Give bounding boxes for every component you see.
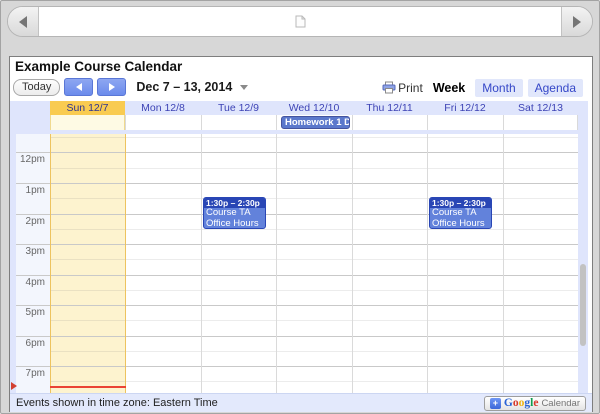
event-title-line1: Course TA xyxy=(206,207,251,218)
calendar-title: Example Course Calendar xyxy=(15,59,183,74)
toolbar-left: Today Dec 7 – 13, 2014 xyxy=(13,78,249,96)
half-hour-line xyxy=(50,351,578,352)
current-time-marker-icon xyxy=(11,382,17,390)
time-label: 1pm xyxy=(25,185,45,196)
hour-line xyxy=(16,305,578,306)
logo-letter: G xyxy=(503,397,513,409)
column-border xyxy=(50,134,51,393)
allday-cell xyxy=(352,115,427,130)
date-range-label[interactable]: Dec 7 – 13, 2014 xyxy=(136,80,233,94)
plus-icon: + xyxy=(489,398,501,409)
grid-scrollbar-track[interactable] xyxy=(578,134,588,393)
day-header-sun[interactable]: Sun 12/7 xyxy=(50,101,125,115)
allday-event-homework[interactable]: Homework 1 Due xyxy=(281,116,350,129)
event-title-line2: Office Hours xyxy=(432,217,485,229)
day-header-sat[interactable]: Sat 12/13 xyxy=(518,102,563,114)
hour-line xyxy=(16,244,578,245)
column-border xyxy=(427,134,428,393)
tab-month[interactable]: Month xyxy=(475,78,523,97)
half-hour-line xyxy=(50,137,578,138)
today-button[interactable]: Today xyxy=(13,78,61,96)
chevron-down-icon[interactable] xyxy=(240,84,249,90)
time-label: 4pm xyxy=(25,277,45,288)
next-week-button[interactable] xyxy=(97,78,127,96)
time-gutter xyxy=(16,134,50,393)
toolbar-right: Print Week Month Agenda xyxy=(382,78,583,97)
logo-letter: g xyxy=(524,397,531,409)
grid-scrollbar-thumb[interactable] xyxy=(580,264,586,346)
half-hour-line xyxy=(50,381,578,382)
left-arrow-icon xyxy=(19,15,27,28)
right-arrow-icon xyxy=(573,15,581,28)
event-title-line1: Course TA xyxy=(432,207,477,218)
event-course-ta-office-hours-fri[interactable]: 1:30p – 2:30p Course TA Office Hours xyxy=(429,197,492,229)
logo-letter: o xyxy=(518,397,525,409)
time-label: 7pm xyxy=(25,368,45,379)
timezone-note: Events shown in time zone: Eastern Time xyxy=(16,397,218,409)
allday-cell xyxy=(503,115,578,130)
allday-cell xyxy=(427,115,503,130)
print-button[interactable]: Print xyxy=(382,81,423,95)
logo-letter: o xyxy=(512,397,519,409)
allday-cell xyxy=(50,115,125,130)
hour-line xyxy=(16,214,578,215)
logo-letter: l xyxy=(530,397,534,409)
printer-icon xyxy=(382,81,396,94)
tab-week[interactable]: Week xyxy=(427,78,471,97)
tab-agenda[interactable]: Agenda xyxy=(527,78,583,97)
next-arrow-icon xyxy=(108,83,115,91)
half-hour-line xyxy=(50,229,578,230)
day-header-fri[interactable]: Fri 12/12 xyxy=(444,102,486,114)
logo-letter: e xyxy=(533,397,539,409)
hour-line xyxy=(16,275,578,276)
time-grid: 12pm 1pm 2pm 3pm 4pm 5pm 6pm 7pm 1:30p –… xyxy=(10,134,592,393)
calendar-widget: Example Course Calendar Today Dec 7 – 13… xyxy=(9,56,593,412)
half-hour-line xyxy=(50,290,578,291)
time-label: 2pm xyxy=(25,216,45,227)
half-hour-line xyxy=(50,168,578,169)
pager-bar xyxy=(7,6,593,37)
prev-arrow-icon xyxy=(75,83,82,91)
calendar-footer: Events shown in time zone: Eastern Time … xyxy=(10,393,592,412)
half-hour-line xyxy=(50,320,578,321)
hour-line xyxy=(16,183,578,184)
event-time: 1:30p – 2:30p xyxy=(204,198,265,208)
sunday-column-highlight xyxy=(50,134,125,393)
page-icon xyxy=(295,15,305,28)
event-course-ta-office-hours-tue[interactable]: 1:30p – 2:30p Course TA Office Hours xyxy=(203,197,266,229)
column-border xyxy=(503,134,504,393)
column-border xyxy=(352,134,353,393)
allday-cell xyxy=(125,115,201,130)
time-label: 5pm xyxy=(25,307,45,318)
badge-calendar-label: Calendar xyxy=(541,398,580,409)
day-header-wed[interactable]: Wed 12/10 xyxy=(288,102,340,114)
event-title-line2: Office Hours xyxy=(206,217,259,229)
day-header-mon[interactable]: Mon 12/8 xyxy=(141,102,185,114)
day-header-tue[interactable]: Tue 12/9 xyxy=(217,102,260,114)
prev-week-button[interactable] xyxy=(64,78,94,96)
pager-next-button[interactable] xyxy=(561,7,592,36)
half-hour-line xyxy=(50,259,578,260)
event-time: 1:30p – 2:30p xyxy=(430,198,491,208)
hour-line xyxy=(16,366,578,367)
day-header-thu[interactable]: Thu 12/11 xyxy=(366,102,413,114)
current-time-line xyxy=(50,386,126,388)
left-gutter-strip xyxy=(10,134,16,393)
pager-track xyxy=(39,7,561,36)
pager-prev-button[interactable] xyxy=(8,7,39,36)
time-label: 12pm xyxy=(19,154,45,165)
column-border xyxy=(276,134,277,393)
google-calendar-badge[interactable]: + Google Calendar xyxy=(483,396,586,411)
print-label: Print xyxy=(398,80,423,95)
time-label: 3pm xyxy=(25,246,45,257)
time-label: 6pm xyxy=(25,338,45,349)
google-logo: Google xyxy=(504,397,539,410)
column-border xyxy=(201,134,202,393)
half-hour-line xyxy=(50,198,578,199)
hour-line xyxy=(16,336,578,337)
allday-cell xyxy=(201,115,276,130)
column-border xyxy=(125,134,126,393)
hour-line xyxy=(16,152,578,153)
